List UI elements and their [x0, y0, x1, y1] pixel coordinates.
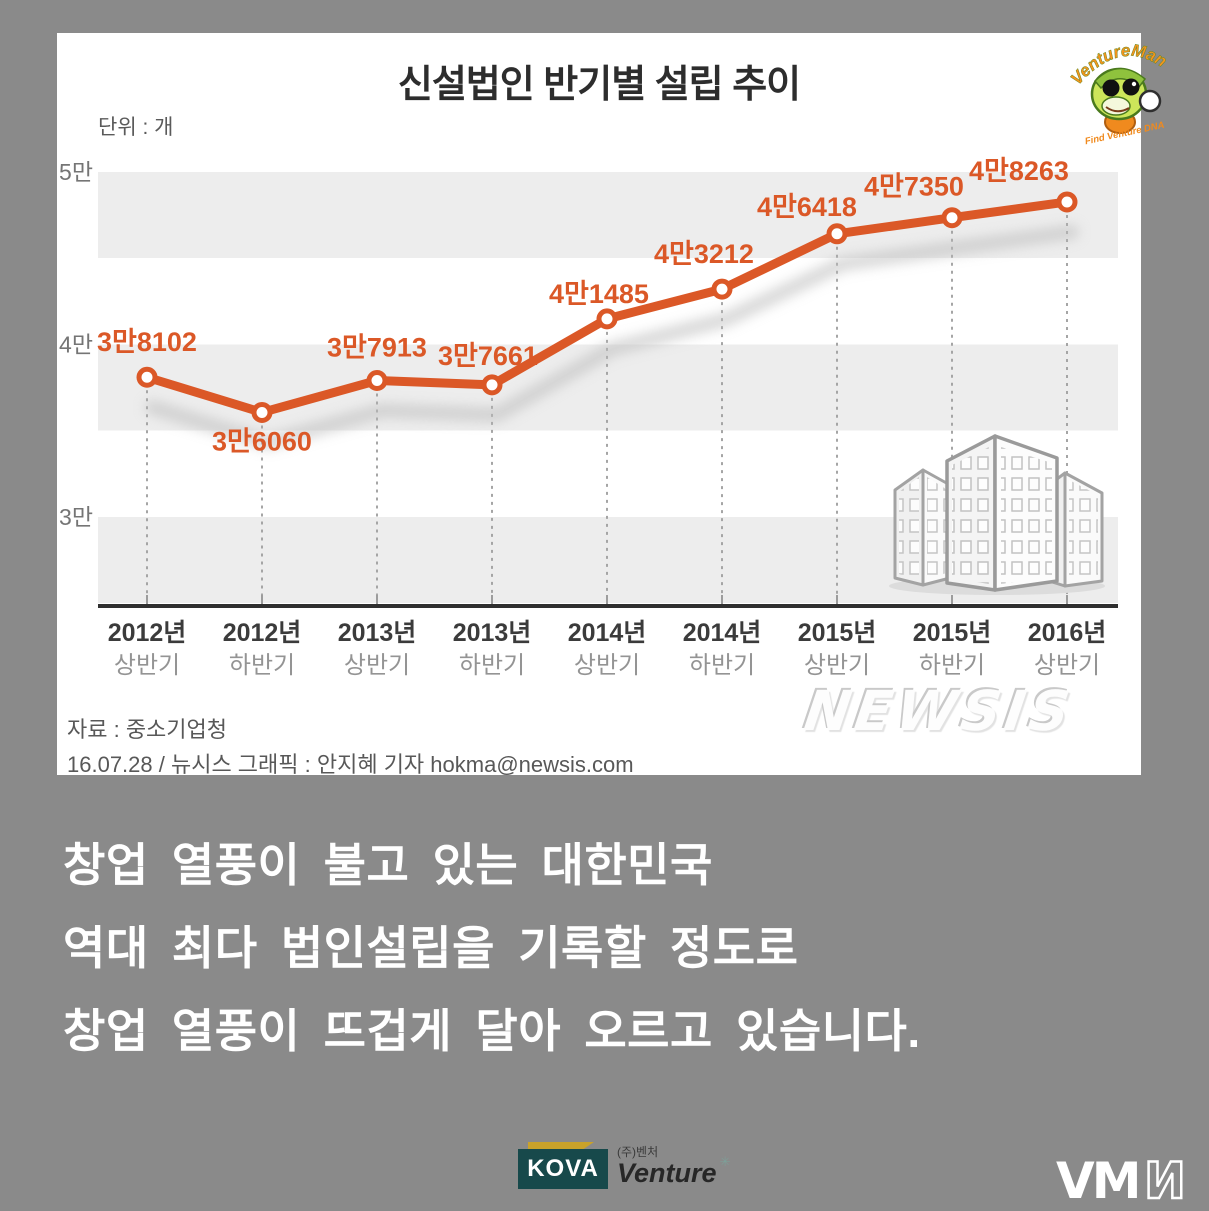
svg-text:상반기: 상반기 — [804, 652, 870, 679]
svg-text:상반기: 상반기 — [114, 652, 180, 679]
svg-text:하반기: 하반기 — [459, 652, 525, 679]
svg-text:2014년: 2014년 — [683, 619, 762, 647]
caption-block: 창업 열풍이 불고 있는 대한민국 역대 최다 법인설립을 기록할 정도로 창업… — [63, 842, 921, 1091]
svg-text:2015년: 2015년 — [913, 619, 992, 647]
caption-line-1: 창업 열풍이 불고 있는 대한민국 — [63, 839, 713, 891]
svg-text:2014년: 2014년 — [568, 619, 647, 647]
svg-text:4만8263: 4만8263 — [969, 156, 1069, 186]
svg-text:하반기: 하반기 — [229, 652, 295, 679]
value-labels: 3만8102 3만6060 3만7913 3만7661 4만14854만32124만64… — [97, 156, 1069, 457]
svg-text:상반기: 상반기 — [1034, 652, 1100, 679]
source-text: 자료 : 중소기업청 — [67, 717, 228, 742]
x-axis — [98, 595, 1118, 608]
svg-text:3만7661: 3만7661 — [438, 341, 538, 371]
svg-text:2012년: 2012년 — [108, 619, 187, 647]
kova-wordmark: KOVA — [527, 1155, 599, 1182]
caption-line-2: 역대 최다 법인설립을 기록할 정도로 — [63, 922, 799, 974]
vmn-outline-letter: И — [1144, 1154, 1186, 1206]
svg-text:2013년: 2013년 — [453, 619, 532, 647]
svg-text:4만7350: 4만7350 — [864, 172, 964, 202]
line-shadow — [145, 224, 1079, 450]
svg-text:4만3212: 4만3212 — [654, 239, 754, 269]
dashed-droplines — [146, 214, 1068, 604]
svg-text:2016년: 2016년 — [1028, 619, 1107, 647]
caption-line-3: 창업 열풍이 뜨겁게 달아 오르고 있습니다. — [63, 1005, 921, 1057]
kova-gold-stripe-icon — [528, 1142, 594, 1150]
svg-text:3만8102: 3만8102 — [97, 327, 197, 357]
svg-text:하반기: 하반기 — [919, 652, 985, 679]
chart-title: 신설법인 반기별 설립 추이 — [397, 64, 801, 106]
unit-label: 단위 : 개 — [98, 116, 174, 139]
svg-text:3만7913: 3만7913 — [327, 333, 427, 363]
svg-text:2013년: 2013년 — [338, 619, 417, 647]
kova-subtitle: (주)벤처 — [617, 1145, 659, 1159]
svg-text:2012년: 2012년 — [223, 619, 302, 647]
chart-card: 신설법인 반기별 설립 추이 단위 : 개 5만 4만 3만 — [57, 33, 1141, 777]
svg-text:상반기: 상반기 — [574, 652, 640, 679]
buildings-illustration — [889, 434, 1105, 595]
svg-text:하반기: 하반기 — [689, 652, 755, 679]
ventureman-mascot-icon: VentureMan Find Venture DNA — [1067, 40, 1171, 147]
trend-line-chart: 5만 4만 3만 3만8102 3만6060 3만7913 3만7661 4만14854만3… — [59, 156, 1118, 679]
vmn-logo: VM И — [1056, 1151, 1196, 1211]
data-points — [136, 191, 1078, 423]
svg-text:4만1485: 4만1485 — [549, 279, 649, 309]
svg-text:3만6060: 3만6060 — [212, 426, 312, 456]
newsis-watermark: NEWSIS — [800, 679, 1078, 743]
kova-box: KOVA — [518, 1149, 608, 1189]
svg-text:4만: 4만 — [59, 332, 93, 358]
svg-text:4만6418: 4만6418 — [757, 192, 857, 222]
kova-venture-logo: KOVA (주)벤처 Venture ✳ — [518, 1142, 731, 1190]
sparkle-icon: ✳ — [719, 1154, 731, 1169]
credit-text: 16.07.28 / 뉴시스 그래픽 : 안지혜 기자 hokma@newsis… — [67, 752, 634, 777]
y-axis-labels: 5만 4만 3만 — [59, 159, 93, 530]
vmn-solid-letters: VM — [1056, 1154, 1138, 1206]
ventureman-logo: VentureMan Find Venture DNA — [1067, 28, 1178, 148]
svg-text:5만: 5만 — [59, 159, 93, 185]
svg-text:상반기: 상반기 — [344, 652, 410, 679]
svg-text:3만: 3만 — [59, 504, 93, 530]
svg-text:2015년: 2015년 — [798, 619, 877, 647]
vmn-logo-icon: VM И — [1056, 1151, 1187, 1211]
kova-venture-text: Venture — [617, 1158, 717, 1188]
